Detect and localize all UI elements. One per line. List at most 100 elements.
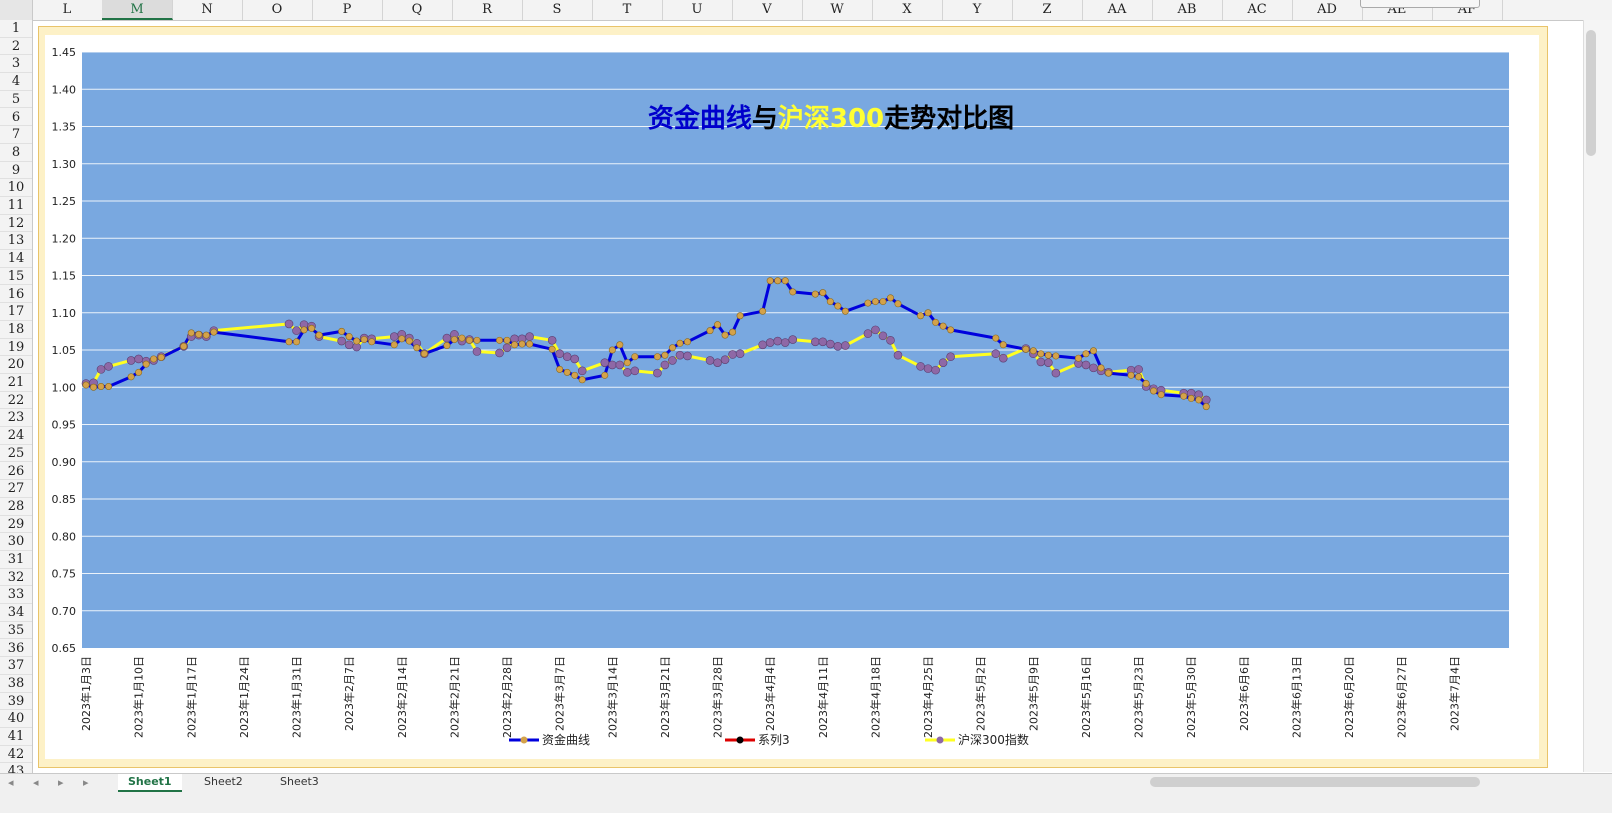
x-tick-label: 2023年1月10日 — [132, 656, 146, 738]
row-header-32[interactable]: 32 — [0, 569, 32, 587]
row-header-9[interactable]: 9 — [0, 162, 32, 180]
column-header-t[interactable]: T — [592, 0, 663, 20]
column-header-ac[interactable]: AC — [1222, 0, 1293, 20]
sheet-nav-arrows[interactable]: ◂ ◂ ▸ ▸ — [8, 776, 97, 789]
x-tick-label: 2023年4月25日 — [921, 656, 935, 738]
sheet-tab-1[interactable]: Sheet1 — [118, 774, 182, 792]
row-header-12[interactable]: 12 — [0, 215, 32, 233]
data-point — [315, 331, 323, 339]
column-header-w[interactable]: W — [802, 0, 873, 20]
row-header-24[interactable]: 24 — [0, 427, 32, 445]
data-point — [525, 332, 534, 341]
row-header-34[interactable]: 34 — [0, 604, 32, 622]
column-header-r[interactable]: R — [452, 0, 523, 20]
data-point — [1195, 396, 1203, 404]
row-header-37[interactable]: 37 — [0, 657, 32, 675]
row-header-1[interactable]: 1 — [0, 20, 32, 38]
horizontal-scrollbar[interactable] — [1150, 777, 1480, 787]
column-header-l[interactable]: L — [32, 0, 103, 20]
floating-button[interactable] — [1360, 0, 1480, 8]
row-header-40[interactable]: 40 — [0, 710, 32, 728]
column-header-ad[interactable]: AD — [1292, 0, 1363, 20]
row-header-38[interactable]: 38 — [0, 675, 32, 693]
data-point — [1089, 347, 1097, 355]
column-header-aa[interactable]: AA — [1082, 0, 1153, 20]
row-header-25[interactable]: 25 — [0, 445, 32, 463]
row-header-17[interactable]: 17 — [0, 303, 32, 321]
column-header-p[interactable]: P — [312, 0, 383, 20]
column-header-y[interactable]: Y — [942, 0, 1013, 20]
column-header-n[interactable]: N — [172, 0, 243, 20]
data-point — [126, 356, 136, 365]
row-header-36[interactable]: 36 — [0, 640, 32, 658]
x-tick-label: 2023年3月21日 — [658, 656, 672, 738]
data-point — [82, 381, 90, 389]
row-header-3[interactable]: 3 — [0, 55, 32, 74]
select-all-corner[interactable] — [0, 0, 33, 20]
data-point — [841, 341, 850, 350]
data-point — [653, 368, 662, 378]
sheet-tab-2[interactable]: Sheet2 — [204, 775, 243, 788]
column-header-ab[interactable]: AB — [1152, 0, 1223, 20]
column-header-v[interactable]: V — [732, 0, 803, 20]
row-header-26[interactable]: 26 — [0, 463, 32, 481]
column-header-x[interactable]: X — [872, 0, 943, 20]
data-point — [893, 350, 903, 360]
row-header-8[interactable]: 8 — [0, 144, 32, 162]
legend-label: 资金曲线 — [542, 732, 590, 747]
data-point — [608, 346, 616, 354]
data-point — [353, 337, 361, 345]
row-header-21[interactable]: 21 — [0, 374, 32, 392]
row-header-27[interactable]: 27 — [0, 480, 32, 498]
row-header-39[interactable]: 39 — [0, 693, 32, 711]
column-header-q[interactable]: Q — [382, 0, 453, 20]
vertical-scroll-thumb[interactable] — [1586, 30, 1596, 156]
y-tick-label: 0.80 — [52, 530, 77, 543]
data-point — [308, 324, 316, 332]
row-header-20[interactable]: 20 — [0, 356, 32, 374]
column-header-o[interactable]: O — [242, 0, 313, 20]
sheet-tab-3[interactable]: Sheet3 — [280, 775, 319, 788]
data-point — [195, 330, 203, 338]
row-header-4[interactable]: 4 — [0, 73, 32, 91]
row-header-11[interactable]: 11 — [0, 197, 32, 215]
row-header-41[interactable]: 41 — [0, 728, 32, 746]
x-tick-label: 2023年4月18日 — [868, 656, 882, 738]
row-header-16[interactable]: 16 — [0, 286, 32, 304]
data-point — [150, 355, 158, 363]
row-header-14[interactable]: 14 — [0, 250, 32, 268]
data-point — [947, 326, 955, 334]
row-header-22[interactable]: 22 — [0, 392, 32, 410]
x-tick-label: 2023年4月11日 — [816, 656, 830, 738]
row-header-2[interactable]: 2 — [0, 38, 32, 56]
row-header-33[interactable]: 33 — [0, 586, 32, 605]
row-header-35[interactable]: 35 — [0, 622, 32, 640]
data-point — [917, 312, 925, 320]
row-header-29[interactable]: 29 — [0, 516, 32, 534]
row-header-19[interactable]: 19 — [0, 339, 32, 357]
row-header-18[interactable]: 18 — [0, 321, 32, 339]
data-point — [1089, 363, 1098, 373]
row-header-42[interactable]: 42 — [0, 746, 32, 764]
data-point — [578, 376, 586, 384]
row-header-23[interactable]: 23 — [0, 409, 32, 428]
data-point — [389, 332, 399, 341]
row-header-10[interactable]: 10 — [0, 179, 32, 197]
column-header-s[interactable]: S — [522, 0, 593, 20]
row-header-28[interactable]: 28 — [0, 498, 32, 516]
chart-object[interactable]: 0.65 0.70 0.75 0.80 0.85 0.90 0.95 1.00 1.05 1.10… — [38, 26, 1548, 768]
row-header-5[interactable]: 5 — [0, 91, 32, 109]
chart-title-part: 沪深300 — [778, 104, 884, 134]
row-header-30[interactable]: 30 — [0, 533, 32, 551]
row-header-6[interactable]: 6 — [0, 109, 32, 127]
row-header-13[interactable]: 13 — [0, 232, 32, 251]
row-header-15[interactable]: 15 — [0, 268, 32, 286]
chart-area: 0.65 0.70 0.75 0.80 0.85 0.90 0.95 1.00 1.05 1.10… — [45, 35, 1539, 759]
data-point — [871, 298, 879, 306]
column-header-u[interactable]: U — [662, 0, 733, 20]
row-header-31[interactable]: 31 — [0, 551, 32, 569]
data-point — [781, 277, 789, 285]
column-header-z[interactable]: Z — [1012, 0, 1083, 20]
row-header-7[interactable]: 7 — [0, 126, 32, 144]
column-header-m[interactable]: M — [102, 0, 173, 20]
